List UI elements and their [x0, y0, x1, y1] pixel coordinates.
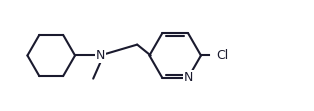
Text: N: N	[183, 71, 193, 84]
Text: N: N	[96, 49, 106, 62]
Text: Cl: Cl	[216, 49, 229, 62]
